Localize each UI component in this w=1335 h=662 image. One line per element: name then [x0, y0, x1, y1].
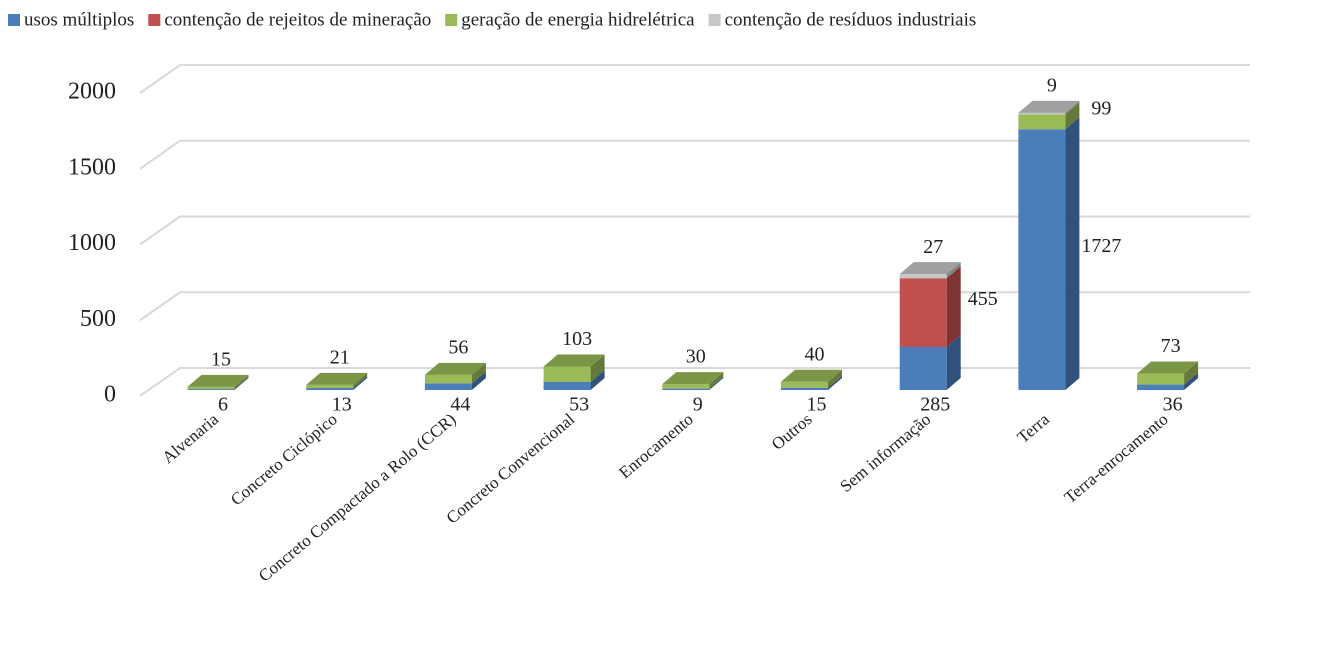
data-label: 6	[218, 394, 228, 416]
grid-line	[139, 291, 1250, 322]
x-tick-label: Enrocamento	[615, 410, 697, 483]
bar-side	[828, 369, 842, 388]
bar-top	[781, 369, 842, 382]
bar-front	[662, 388, 710, 390]
y-tick-label: 0	[104, 382, 116, 408]
bar-side	[471, 362, 486, 384]
bar-side	[946, 266, 961, 347]
data-label: 9	[1047, 75, 1057, 97]
bar-top	[1137, 361, 1199, 374]
bar-side	[1184, 372, 1199, 390]
bar-side	[828, 375, 842, 390]
data-label: 103	[562, 328, 592, 350]
data-label: 36	[1163, 394, 1183, 416]
bar-front	[187, 389, 235, 390]
grid-line	[139, 64, 1250, 94]
bar-side	[1065, 117, 1080, 391]
bar-side	[353, 376, 368, 390]
data-label: 30	[686, 346, 706, 368]
grid-line	[139, 367, 1250, 397]
bar-side	[946, 262, 961, 279]
data-label: 1727	[1081, 235, 1121, 257]
y-tick-label: 500	[80, 306, 116, 332]
legend-label: usos múltiplos	[24, 9, 134, 30]
data-label: 73	[1161, 335, 1181, 357]
y-tick-label: 1000	[68, 230, 116, 256]
bar-front	[899, 278, 947, 347]
data-label: 56	[448, 336, 468, 358]
bar-top	[899, 262, 961, 275]
bar-front	[306, 388, 354, 390]
data-label: 99	[1091, 97, 1111, 119]
data-label: 44	[450, 394, 470, 416]
legend-label: contenção de resíduos industriais	[725, 9, 977, 30]
bar-front	[781, 387, 828, 390]
data-label: 15	[807, 394, 827, 416]
bar-front	[424, 383, 472, 390]
grid-line	[139, 139, 1250, 170]
data-label: 40	[805, 343, 825, 365]
bar-top	[306, 372, 368, 385]
grid-line	[139, 215, 1250, 246]
data-label: 27	[923, 236, 943, 258]
bar-front	[1018, 129, 1066, 390]
x-tick-label: Alvenaria	[159, 409, 223, 467]
bar-front	[1137, 373, 1185, 385]
data-label: 15	[211, 348, 231, 370]
x-tick-label: Concreto Convencional	[443, 409, 579, 527]
bar-front	[899, 274, 947, 279]
data-label: 9	[693, 394, 703, 416]
bar-side	[471, 371, 486, 390]
y-tick-label: 2000	[68, 79, 116, 105]
bar-front	[1018, 112, 1066, 115]
bar-front	[424, 374, 472, 384]
bar-side	[234, 377, 249, 390]
y-tick-label: 1500	[68, 154, 116, 180]
bar-side	[709, 376, 724, 390]
bar-front	[1137, 384, 1185, 390]
legend-label: geração de energia hidrelétrica	[461, 9, 695, 30]
bar-front	[781, 381, 828, 388]
bar-side	[1065, 102, 1080, 130]
legend-swatch	[148, 14, 161, 26]
legend-swatch	[708, 14, 721, 26]
data-label: 53	[569, 394, 589, 416]
data-label: 455	[968, 288, 998, 310]
bar-side	[590, 354, 605, 382]
bar-side	[1065, 100, 1080, 115]
bar-side	[590, 369, 605, 390]
bar-front	[1018, 114, 1066, 130]
bar-top	[543, 354, 605, 367]
bar-side	[709, 372, 724, 389]
bar-front	[543, 366, 591, 382]
data-label: 21	[330, 346, 350, 368]
x-tick-label: Sem informação	[836, 410, 934, 496]
x-tick-label: Concreto Ciclópico	[227, 410, 341, 510]
bar-side	[234, 374, 249, 390]
bar-front	[187, 386, 235, 390]
legend-swatch	[445, 14, 458, 26]
bar-side	[1184, 361, 1199, 385]
bar-top	[187, 374, 249, 387]
bar-side	[946, 334, 961, 390]
bar-top	[662, 372, 724, 385]
legend-label: contenção de rejeitos de mineração	[164, 9, 431, 30]
bar-front	[899, 346, 947, 390]
data-label: 13	[332, 394, 352, 416]
legend-swatch	[8, 14, 20, 26]
x-tick-label: Concreto Compactado a Rolo (CCR)	[255, 410, 460, 586]
bar-top	[1018, 100, 1080, 113]
bar-front	[543, 381, 591, 390]
bar-top	[424, 362, 486, 375]
bar-front	[306, 384, 354, 389]
bar-front	[662, 384, 710, 389]
bar-side	[353, 372, 368, 389]
data-label: 285	[920, 394, 950, 416]
x-tick-label: Outros	[768, 410, 816, 454]
x-tick-label: Terra	[1013, 409, 1053, 447]
x-tick-label: Terra-enrocamento	[1061, 410, 1172, 508]
